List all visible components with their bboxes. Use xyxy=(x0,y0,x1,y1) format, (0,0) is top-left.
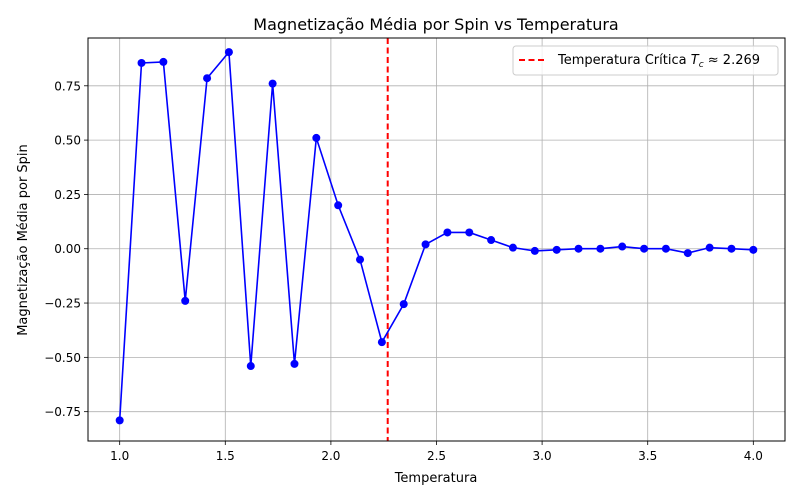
y-tick-label: −0.75 xyxy=(44,405,81,419)
x-tick-label: 1.5 xyxy=(216,449,235,463)
data-point xyxy=(159,57,168,66)
data-point xyxy=(181,296,190,305)
data-point xyxy=(683,249,692,258)
x-tick-label: 2.0 xyxy=(321,449,340,463)
data-point xyxy=(224,48,233,57)
legend-symbol: T xyxy=(691,53,700,68)
legend-label: Temperatura Crítica Tc ≈ 2.269 xyxy=(557,53,760,70)
data-point xyxy=(356,255,365,264)
data-point xyxy=(421,240,430,249)
legend-label-prefix: Temperatura Crítica xyxy=(557,53,691,68)
data-point xyxy=(749,245,758,254)
x-tick-label: 2.5 xyxy=(427,449,446,463)
data-point xyxy=(268,79,277,88)
y-axis-label: Magnetização Média por Spin xyxy=(16,144,31,336)
data-point xyxy=(465,228,474,237)
data-point xyxy=(443,228,452,237)
data-point xyxy=(661,244,670,253)
chart-title: Magnetização Média por Spin vs Temperatu… xyxy=(253,15,618,34)
data-point xyxy=(377,338,386,347)
data-point xyxy=(312,133,321,142)
data-point xyxy=(246,362,255,371)
data-point xyxy=(203,74,212,83)
legend-box xyxy=(512,45,779,76)
data-point xyxy=(530,246,539,255)
series-group xyxy=(115,48,758,425)
data-point xyxy=(552,245,561,254)
data-point xyxy=(508,243,517,252)
data-point xyxy=(334,201,343,210)
y-tick-label: 0.25 xyxy=(54,188,81,202)
y-ticks: −0.75 −0.50 −0.25 0.00 0.25 0.50 0.75 xyxy=(44,79,88,419)
data-point xyxy=(727,244,736,253)
legend-subscript: c xyxy=(699,60,704,70)
y-tick-label: −0.50 xyxy=(44,351,81,365)
data-point xyxy=(596,244,605,253)
x-tick-label: 1.0 xyxy=(110,449,129,463)
legend: Temperatura Crítica Tc ≈ 2.269 xyxy=(512,45,779,76)
data-point xyxy=(574,244,583,253)
data-point xyxy=(115,416,124,425)
x-ticks: 1.0 1.5 2.0 2.5 3.0 3.5 4.0 xyxy=(110,441,763,463)
x-tick-label: 4.0 xyxy=(744,449,763,463)
data-point xyxy=(137,58,146,67)
x-tick-label: 3.0 xyxy=(533,449,552,463)
y-tick-label: 0.50 xyxy=(54,134,81,148)
data-point xyxy=(618,242,627,251)
legend-label-suffix: ≈ 2.269 xyxy=(704,53,760,68)
data-point xyxy=(290,359,299,368)
y-tick-label: −0.25 xyxy=(44,297,81,311)
x-axis-label: Temperatura xyxy=(394,471,478,486)
x-tick-label: 3.5 xyxy=(638,449,657,463)
y-tick-label: 0.00 xyxy=(54,242,81,256)
data-point xyxy=(705,243,714,252)
data-point xyxy=(640,244,649,253)
data-point xyxy=(487,236,496,245)
data-point xyxy=(399,300,408,309)
y-tick-label: 0.75 xyxy=(54,79,81,93)
